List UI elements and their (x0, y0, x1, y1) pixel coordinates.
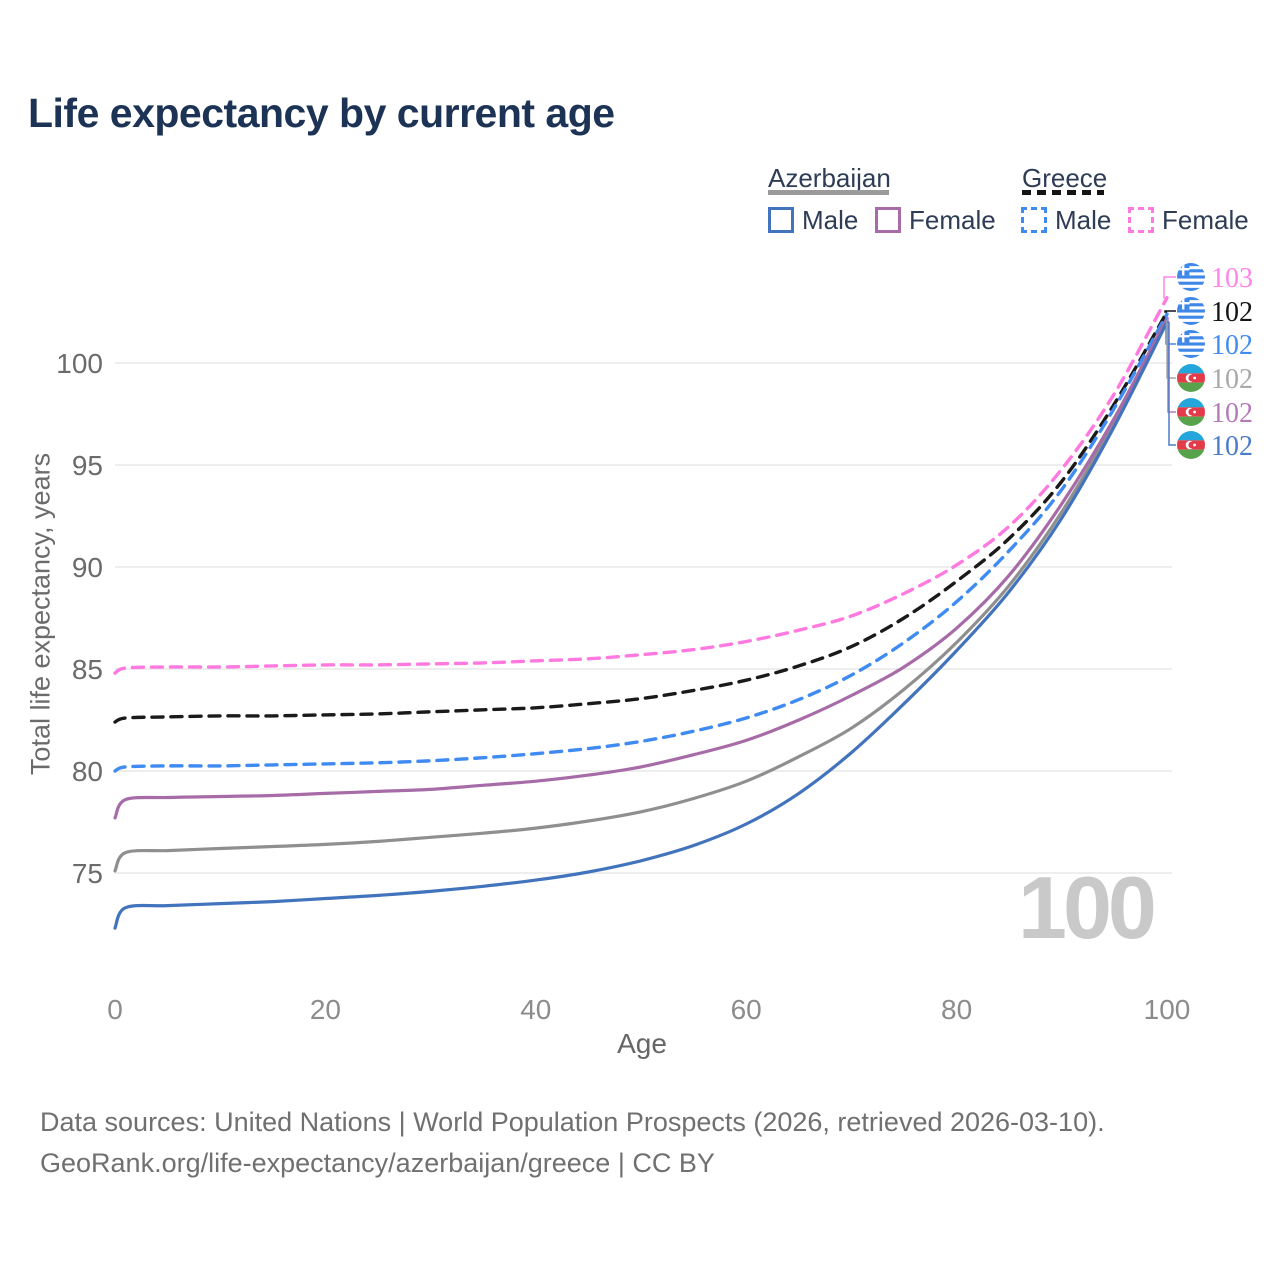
y-tick-label-75: 75 (72, 858, 103, 889)
x-tick-label-20: 20 (310, 994, 341, 1025)
end-value-label-azerbaijan-female: 102 (1211, 398, 1253, 429)
end-value-label-greece-female: 103 (1211, 263, 1253, 294)
legend-item-label: Female (909, 205, 996, 235)
azerbaijan-flag-icon (1177, 398, 1205, 426)
azerbaijan-male-swatch (768, 207, 794, 233)
legend-item-label: Male (1055, 205, 1112, 235)
series-line-greece-male (113, 312, 1169, 773)
end-value-label-azerbaijan-male: 102 (1211, 431, 1253, 462)
series-line-azerbaijan-male (113, 320, 1169, 930)
x-tick-label-40: 40 (520, 994, 551, 1025)
legend-group-greece-title: Greece (1022, 163, 1108, 193)
legend-item-label: Female (1162, 205, 1249, 235)
greece-dashed-line-swatch (1022, 190, 1104, 195)
attribution-text: GeoRank.org/life-expectancy/azerbaijan/g… (40, 1148, 715, 1178)
azerbaijan-solid-line-swatch (768, 190, 889, 195)
leader-line-azerbaijan-both-sexes (1166, 320, 1176, 379)
azerbaijan-flag-icon (1177, 431, 1205, 459)
age-counter-watermark: 100 (1018, 858, 1157, 957)
x-tick-label-60: 60 (731, 994, 762, 1025)
data-sources-text: Data sources: United Nations | World Pop… (40, 1107, 1105, 1137)
azerbaijan-flag-icon (1177, 364, 1205, 392)
greece-flag-icon (1177, 263, 1205, 291)
leader-line-greece-female (1163, 276, 1176, 299)
x-tick-label-100: 100 (1144, 994, 1191, 1025)
page-title: Life expectancy by current age (28, 90, 615, 136)
leader-line-azerbaijan-male (1167, 321, 1176, 446)
y-tick-label-80: 80 (72, 756, 103, 787)
series-line-greece-female (113, 296, 1169, 675)
legend-group-azerbaijan-title: Azerbaijan (768, 163, 891, 193)
end-value-label-azerbaijan-both-sexes: 102 (1211, 364, 1253, 395)
leader-line-azerbaijan-female (1167, 317, 1176, 413)
axis-tick-labels: 75 80 85 90 95 100 0 20 40 60 80 100 (56, 348, 1190, 1025)
series-line-greece-both-sexes (113, 310, 1169, 724)
x-tick-label-0: 0 (107, 994, 123, 1025)
legend-item-azerbaijan-female[interactable]: Female (875, 207, 996, 233)
end-value-label-greece-male: 102 (1211, 330, 1253, 361)
leader-line-greece-both-sexes (1164, 310, 1176, 313)
series-line-azerbaijan-female (113, 316, 1169, 820)
azerbaijan-female-swatch (875, 207, 901, 233)
y-tick-label-90: 90 (72, 552, 103, 583)
y-axis-title: Total life expectancy, years (25, 452, 56, 776)
legend-item-azerbaijan-male[interactable]: Male (768, 207, 858, 233)
y-tick-label-100: 100 (56, 348, 103, 379)
series-lines (113, 296, 1169, 930)
end-value-label-greece-both-sexes: 102 (1211, 297, 1253, 328)
legend-item-greece-female[interactable]: Female (1128, 207, 1249, 233)
leader-line-greece-male (1165, 313, 1176, 345)
greece-male-swatch (1021, 207, 1047, 233)
y-tick-label-95: 95 (72, 450, 103, 481)
legend-item-label: Male (802, 205, 859, 235)
greece-female-swatch (1128, 207, 1154, 233)
greece-flag-icon (1177, 297, 1205, 325)
greece-flag-icon (1177, 330, 1205, 358)
legend-item-greece-male[interactable]: Male (1021, 207, 1111, 233)
x-tick-label-80: 80 (941, 994, 972, 1025)
series-line-azerbaijan-both-sexes (113, 318, 1169, 873)
y-tick-label-85: 85 (72, 654, 103, 685)
x-axis-title: Age (617, 1028, 667, 1059)
